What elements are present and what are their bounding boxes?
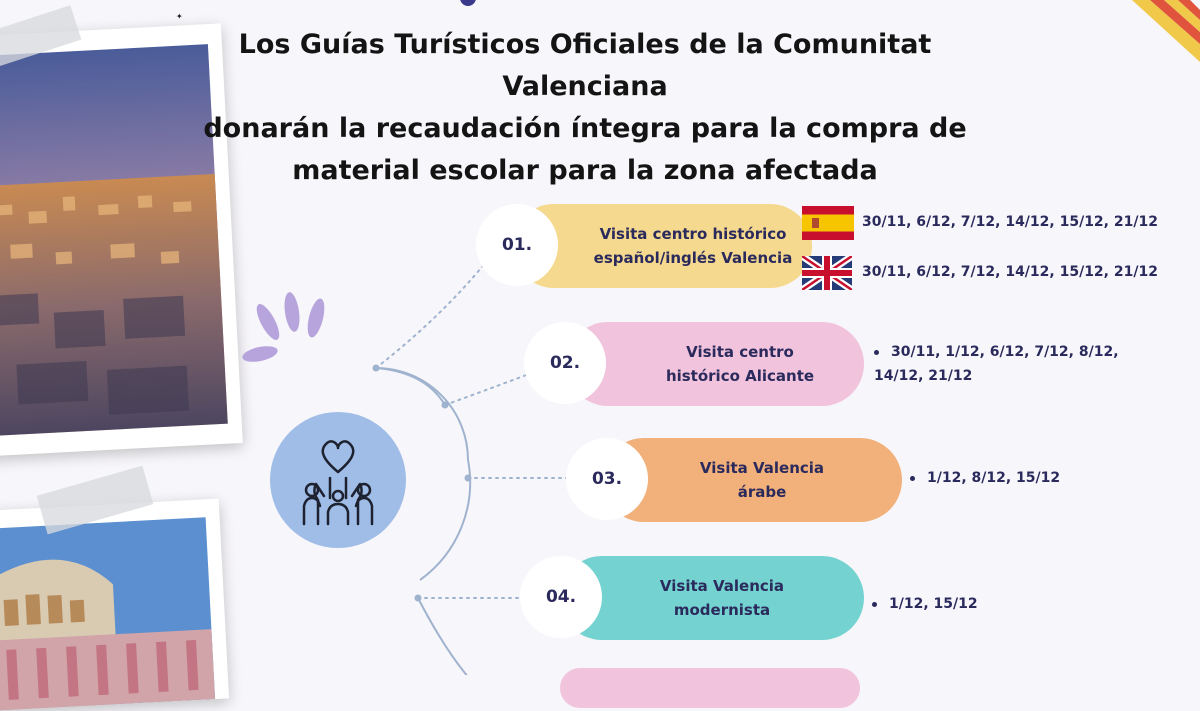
valencia-city-photo bbox=[0, 23, 243, 457]
tour-item-1-label-line-2: español/inglés Valencia bbox=[593, 249, 793, 267]
title-line-2: Valenciana bbox=[502, 71, 668, 102]
tour-item-4[interactable]: Visita Valencia modernista bbox=[560, 556, 864, 640]
tour-item-3-dates: 1/12, 8/12, 15/12 bbox=[910, 466, 1060, 490]
uk-flag-icon bbox=[802, 256, 852, 290]
tour-item-4-dates-text: 1/12, 15/12 bbox=[889, 596, 978, 612]
connector-lines bbox=[242, 247, 591, 675]
tour-item-2-dates-line-1: 30/11, 1/12, 6/12, 7/12, 8/12, bbox=[891, 344, 1119, 360]
title-line-4: material escolar para la zona afectada bbox=[292, 155, 878, 186]
tour-item-4-dates: 1/12, 15/12 bbox=[872, 592, 978, 616]
tour-item-1-label-line-1: Visita centro histórico bbox=[599, 225, 787, 243]
tour-item-4-label-line-2: modernista bbox=[673, 601, 771, 619]
tour-item-3[interactable]: Visita Valencia árabe bbox=[602, 438, 902, 522]
tour-item-2[interactable]: Visita centro histórico Alicante bbox=[566, 322, 864, 406]
tour-item-3-label-line-1: Visita Valencia bbox=[699, 459, 825, 477]
tour-item-2-dates-line-2: 14/12, 21/12 bbox=[874, 368, 973, 384]
tour-item-1-number: 01. bbox=[476, 204, 558, 286]
tour-item-1-dates-en: 30/11, 6/12, 7/12, 14/12, 15/12, 21/12 bbox=[862, 264, 1158, 280]
tour-item-4-label-line-1: Visita Valencia bbox=[659, 577, 785, 595]
top-dot-decoration bbox=[460, 0, 476, 6]
title-line-1: Los Guías Turísticos Oficiales de la Com… bbox=[238, 29, 932, 60]
tour-item-3-number: 03. bbox=[566, 438, 648, 520]
sparkle-decoration: ✦ bbox=[176, 12, 183, 21]
bullet-icon bbox=[874, 349, 879, 355]
bullet-icon bbox=[872, 601, 877, 607]
page-title: Los Guías Turísticos Oficiales de la Com… bbox=[190, 24, 980, 192]
spain-flag-icon bbox=[802, 206, 854, 240]
tour-item-1[interactable]: Visita centro histórico español/inglés V… bbox=[512, 204, 812, 288]
tour-item-5-partial bbox=[560, 668, 860, 708]
tour-item-2-dates: 30/11, 1/12, 6/12, 7/12, 8/12, 14/12, 21… bbox=[874, 340, 1119, 388]
tour-item-1-dates-es: 30/11, 6/12, 7/12, 14/12, 15/12, 21/12 bbox=[862, 214, 1158, 230]
tour-item-3-dates-text: 1/12, 8/12, 15/12 bbox=[927, 470, 1061, 486]
tour-item-2-label-line-2: histórico Alicante bbox=[665, 367, 815, 385]
hub-circle bbox=[270, 412, 406, 548]
bullet-icon bbox=[910, 475, 915, 481]
title-line-3: donarán la recaudación íntegra para la c… bbox=[203, 113, 967, 144]
tour-item-2-number: 02. bbox=[524, 322, 606, 404]
heart-hands-icon bbox=[302, 440, 374, 526]
tour-item-3-label-line-2: árabe bbox=[737, 483, 787, 501]
tour-item-2-label-line-1: Visita centro bbox=[686, 343, 794, 361]
tour-item-4-number: 04. bbox=[520, 556, 602, 638]
corner-stripes-decoration bbox=[1132, 0, 1200, 62]
